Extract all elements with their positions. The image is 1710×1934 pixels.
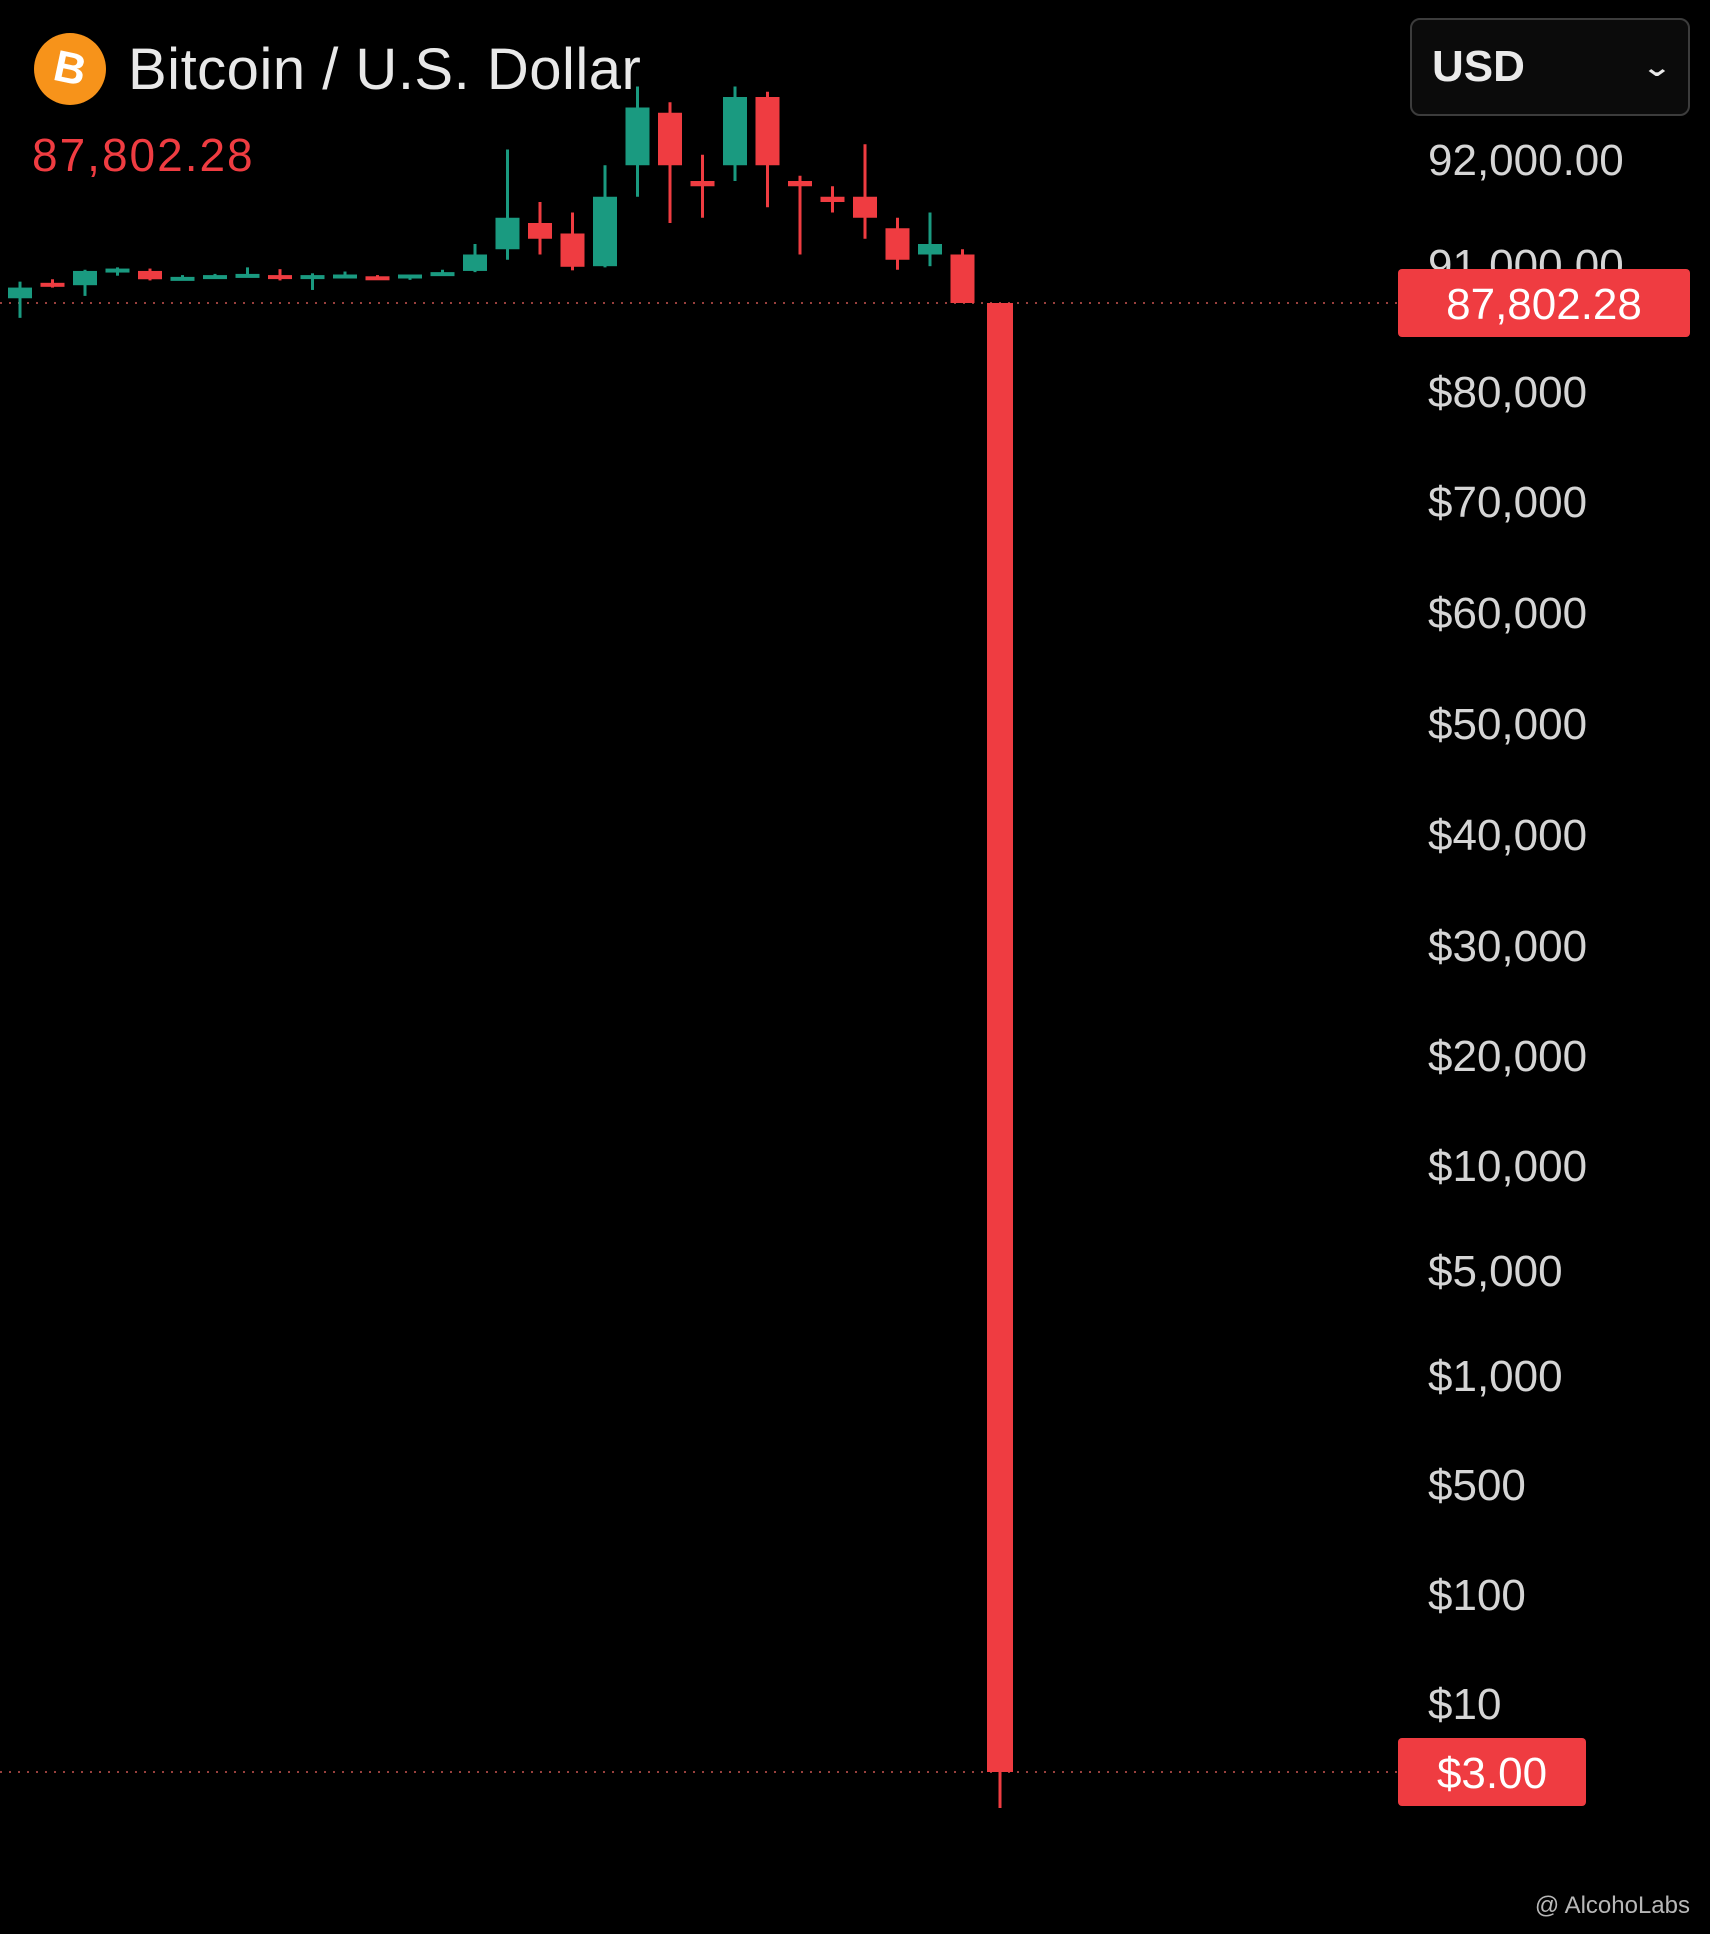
candle — [170, 276, 195, 281]
candle — [105, 268, 130, 273]
candle — [658, 112, 682, 166]
candle — [300, 275, 325, 280]
chevron-down-icon: ⌄ — [1641, 51, 1673, 82]
currency-select[interactable]: USD ⌄ — [1410, 18, 1690, 116]
candle — [788, 181, 812, 187]
candle — [528, 223, 552, 239]
y-tick-label: $40,000 — [1428, 811, 1587, 860]
candle — [820, 196, 845, 202]
y-tick-label: $50,000 — [1428, 700, 1587, 749]
y-tick-label: 92,000.00 — [1428, 136, 1624, 185]
y-tick-label: $30,000 — [1428, 922, 1587, 971]
candle — [8, 287, 32, 299]
y-tick-label: $100 — [1428, 1571, 1526, 1620]
candle — [235, 273, 260, 278]
candle — [755, 97, 780, 166]
candle — [138, 270, 162, 280]
price-label-text: $3.00 — [1437, 1749, 1547, 1798]
bitcoin-symbol: B — [49, 41, 91, 96]
candle — [593, 196, 617, 267]
last-price: 87,802.28 — [32, 129, 255, 181]
candle — [40, 282, 65, 287]
candle — [268, 275, 292, 280]
candle — [73, 270, 97, 286]
candle — [463, 254, 487, 271]
candle — [690, 181, 715, 187]
candle — [987, 303, 1013, 1772]
y-tick-label: $80,000 — [1428, 368, 1587, 417]
pair-title: Bitcoin / U.S. Dollar — [128, 36, 642, 102]
candle — [625, 107, 650, 166]
price-label-text: 87,802.28 — [1446, 280, 1642, 329]
candle — [853, 196, 877, 218]
y-tick-label: $1,000 — [1428, 1352, 1563, 1401]
candle — [398, 274, 422, 279]
candle — [950, 254, 975, 303]
price-label-badge — [1398, 1738, 1586, 1806]
candle — [885, 228, 910, 260]
candle — [365, 276, 390, 281]
y-tick-label: $10,000 — [1428, 1142, 1587, 1191]
watermark: @ AlcohoLabs — [1534, 1892, 1690, 1919]
y-tick-label: $60,000 — [1428, 589, 1587, 638]
candle — [560, 233, 585, 267]
header: B Bitcoin / U.S. Dollar — [34, 32, 641, 106]
y-tick-label: $70,000 — [1428, 478, 1587, 527]
candle — [333, 274, 357, 279]
candle — [203, 275, 227, 280]
bitcoin-icon: B — [34, 33, 106, 105]
y-tick-label: $5,000 — [1428, 1247, 1563, 1296]
y-tick-label: $500 — [1428, 1461, 1526, 1510]
candle — [723, 97, 747, 166]
candle — [918, 244, 942, 255]
currency-value: USD — [1432, 42, 1525, 91]
y-tick-label: $20,000 — [1428, 1032, 1587, 1081]
candle — [495, 217, 520, 250]
price-label-badge — [1398, 269, 1690, 337]
y-tick-label: $10 — [1428, 1680, 1501, 1729]
candle — [430, 272, 455, 277]
